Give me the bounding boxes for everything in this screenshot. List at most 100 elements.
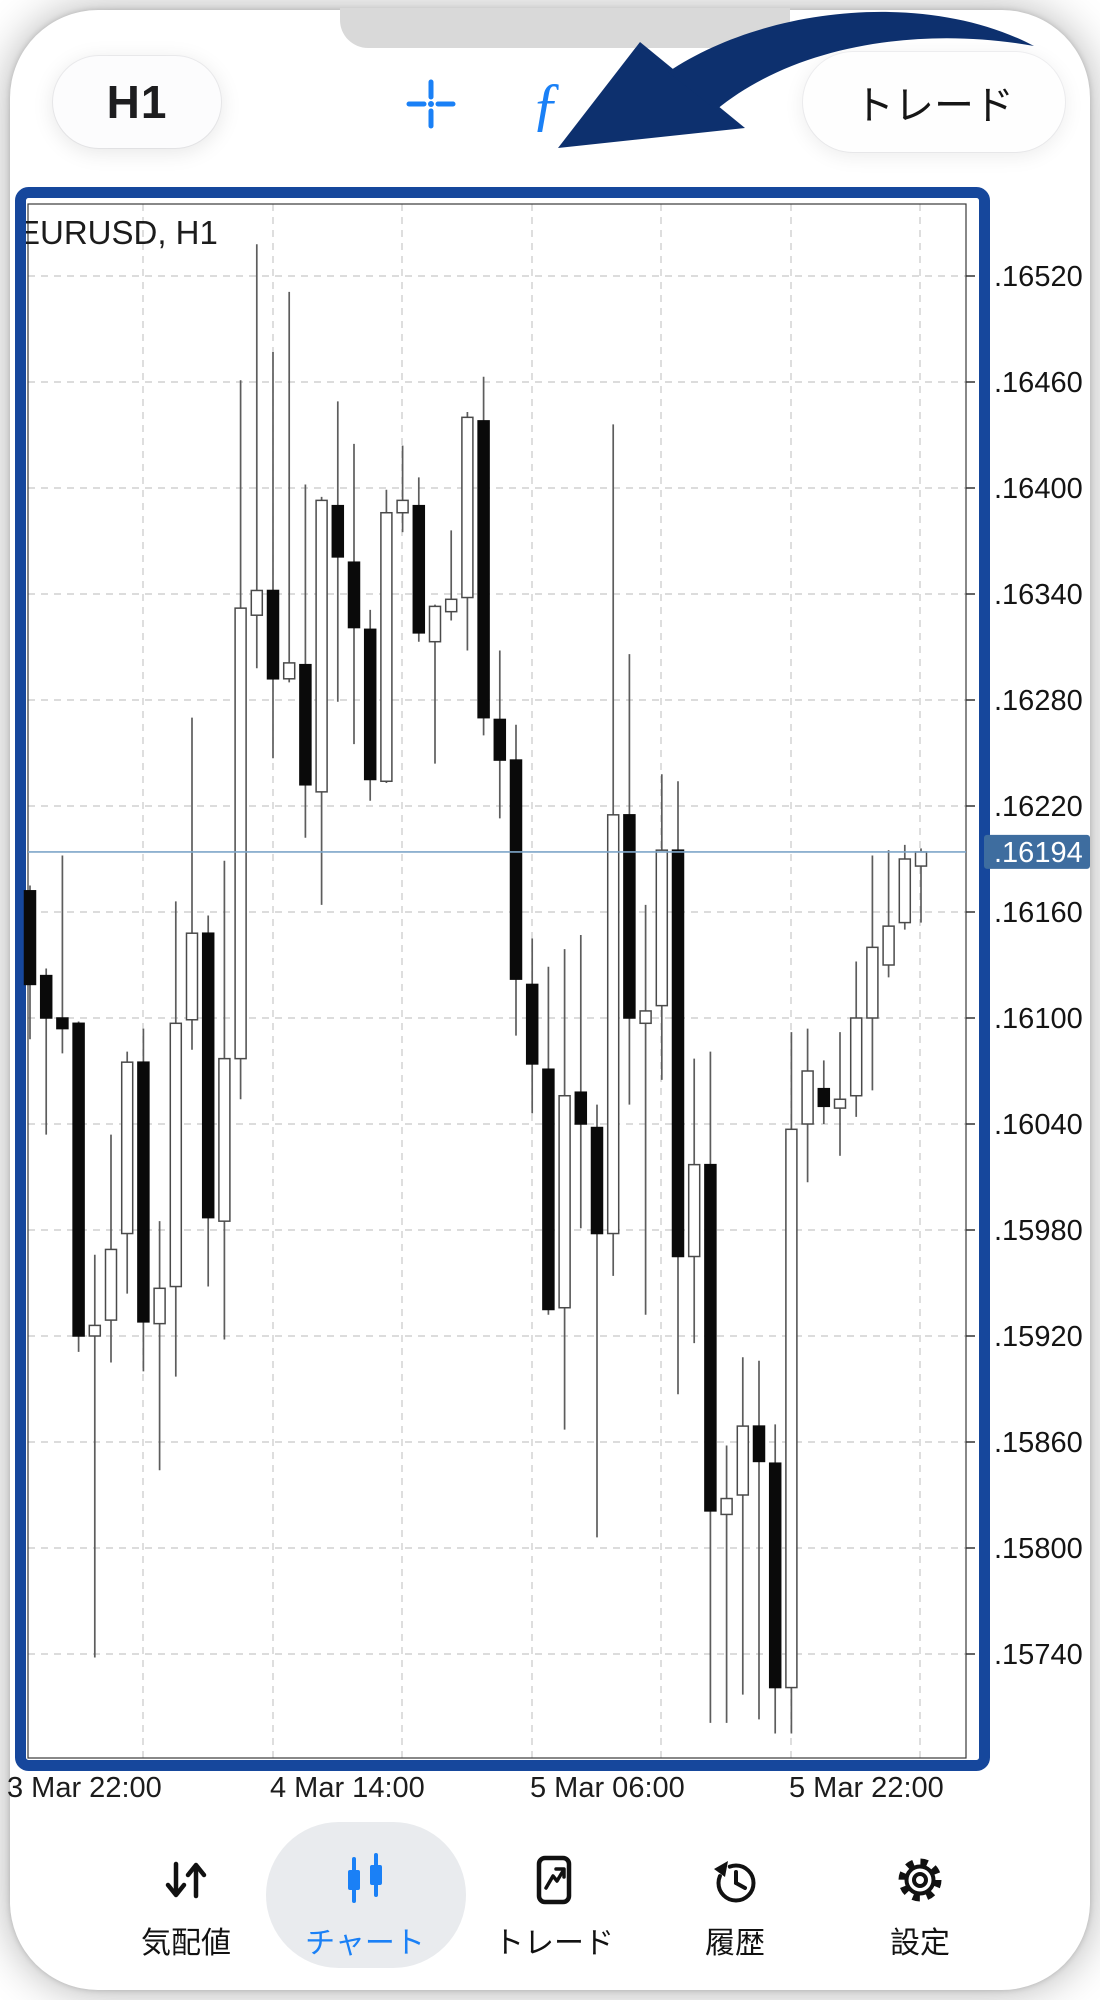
toolbar: H1 ƒ トレード — [0, 40, 1100, 160]
quotes-arrows-icon — [165, 1861, 207, 1899]
tab-trade[interactable]: トレード — [469, 1808, 639, 1988]
tab-quotes-label: 気配値 — [141, 1927, 231, 1960]
tab-chart[interactable]: チャート — [280, 1808, 450, 1988]
candle-20 — [347, 443, 361, 745]
candle-17 — [299, 484, 312, 838]
candle-26 — [444, 530, 458, 621]
tab-settings-label: 設定 — [890, 1927, 950, 1960]
price-tick-label: .15800 — [994, 1533, 1083, 1565]
price-tick-label: .16520 — [994, 261, 1083, 293]
candle-43 — [720, 1445, 733, 1723]
candle-2 — [56, 855, 69, 1054]
candle-1 — [39, 968, 53, 1135]
tab-history[interactable]: 履歴 — [650, 1808, 820, 1988]
candle-37 — [623, 654, 636, 1105]
date-tick-label: 5 Mar 06:00 — [530, 1772, 685, 1804]
candle-36 — [606, 424, 620, 1276]
candle-0 — [23, 885, 37, 1040]
candle-39 — [655, 774, 669, 1080]
candle-38 — [639, 904, 652, 1315]
candle-24 — [412, 477, 426, 642]
tab-history-label: 履歴 — [705, 1927, 765, 1960]
candle-27 — [461, 412, 474, 651]
date-tick-label: 4 Mar 14:00 — [270, 1772, 425, 1804]
candle-28 — [477, 376, 490, 736]
candle-50 — [833, 1032, 847, 1156]
candle-54 — [898, 844, 912, 930]
candle-30 — [509, 724, 523, 1036]
price-tick-label: .16040 — [994, 1109, 1083, 1141]
candle-35 — [590, 1104, 604, 1538]
candle-31 — [525, 938, 539, 1114]
candle-7 — [137, 1028, 150, 1372]
tab-quotes[interactable]: 気配値 — [101, 1808, 271, 1988]
timeframe-label: H1 — [106, 76, 168, 128]
candle-10 — [185, 717, 199, 1050]
candle-48 — [801, 1028, 814, 1183]
candle-22 — [380, 489, 393, 784]
candle-18 — [315, 496, 328, 905]
candle-45 — [752, 1360, 766, 1720]
candle-51 — [849, 961, 863, 1117]
candle-9 — [169, 901, 183, 1377]
timeframe-button[interactable]: H1 — [53, 56, 221, 148]
candle-23 — [396, 445, 409, 533]
chart-symbol-label: EURUSD, H1 — [18, 214, 218, 251]
candle-40 — [671, 781, 685, 1395]
candle-16 — [282, 291, 296, 683]
candle-19 — [331, 401, 345, 702]
function-icon[interactable]: ƒ — [519, 76, 575, 132]
chart-candles-icon — [348, 1853, 382, 1903]
price-tick-label: .16340 — [994, 579, 1083, 611]
candle-6 — [120, 1051, 134, 1294]
chart-selection-border — [15, 187, 990, 1771]
candle-46 — [768, 1424, 782, 1734]
price-axis: .16520 .16460 .16400 .16340 .16280 .16220 .161… — [994, 261, 1083, 1671]
candle-11 — [201, 915, 215, 1287]
trade-chart-icon — [536, 1855, 572, 1905]
trade-shortcut-label: トレード — [854, 84, 1014, 128]
date-axis: 3 Mar 22:00 4 Mar 14:00 5 Mar 06:00 5 Ma… — [7, 1772, 944, 1804]
candle-44 — [736, 1357, 750, 1695]
price-tick-label: .16460 — [994, 367, 1083, 399]
candle-49 — [817, 1060, 831, 1124]
candle-47 — [785, 1032, 798, 1734]
candle-15 — [266, 351, 280, 759]
candle-32 — [542, 966, 555, 1315]
candle-29 — [493, 650, 507, 819]
price-tick-label: .15980 — [994, 1215, 1083, 1247]
price-tick-label: .15740 — [994, 1639, 1083, 1671]
candle-34 — [574, 934, 588, 1229]
candle-4 — [88, 1254, 102, 1658]
candle-52 — [866, 855, 879, 1091]
candle-12 — [218, 860, 231, 1340]
candle-8 — [153, 1221, 166, 1471]
trade-shortcut-button[interactable]: トレード — [803, 52, 1065, 152]
tab-chart-label: チャート — [305, 1927, 425, 1960]
current-price-tag: .16194 — [984, 834, 1090, 869]
candle-21 — [363, 609, 377, 801]
date-tick-label: 3 Mar 22:00 — [7, 1772, 162, 1804]
active-tab-pill — [266, 1822, 466, 1968]
tab-trade-label: トレード — [494, 1927, 614, 1960]
candlesticks — [23, 244, 928, 1734]
tab-settings[interactable]: 設定 — [835, 1808, 1005, 1988]
objects-icon[interactable] — [637, 76, 693, 132]
current-price-label: .16194 — [994, 837, 1083, 869]
price-tick-label: .15860 — [994, 1427, 1083, 1459]
candle-33 — [558, 949, 571, 1430]
candle-41 — [687, 1058, 701, 1344]
candle-3 — [72, 1021, 85, 1352]
price-tick-label: .16100 — [994, 1003, 1083, 1035]
history-clock-icon — [714, 1861, 756, 1903]
candle-14 — [250, 244, 264, 669]
price-tick-label: .15920 — [994, 1321, 1083, 1353]
price-tick-label: .16400 — [994, 473, 1083, 505]
svg-text:ƒ: ƒ — [531, 76, 561, 132]
crosshair-icon[interactable] — [403, 76, 459, 132]
price-tick-label: .16220 — [994, 791, 1083, 823]
candle-13 — [234, 380, 247, 1100]
price-tick-label: .16280 — [994, 685, 1083, 717]
candle-5 — [104, 1134, 118, 1363]
